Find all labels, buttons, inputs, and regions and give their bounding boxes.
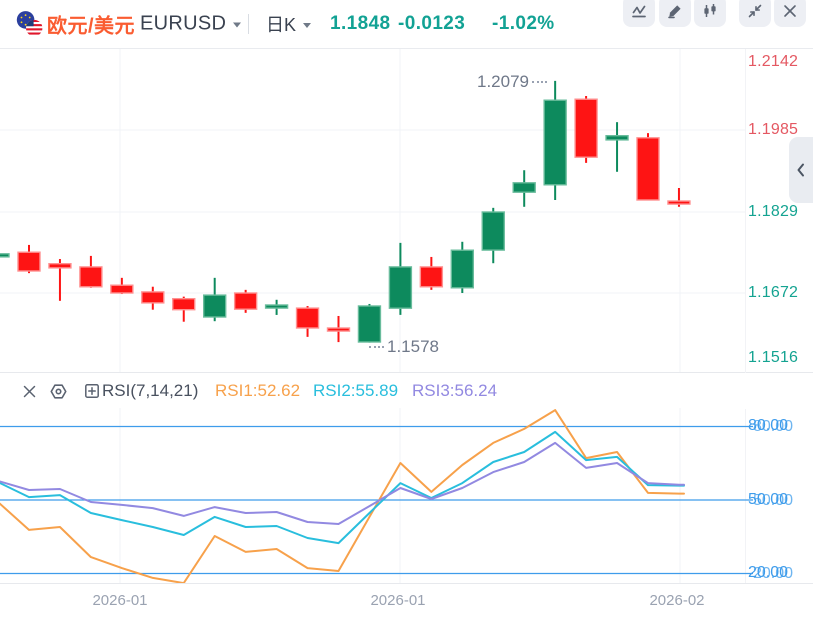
time-axis-label: 2026-01 <box>92 592 148 609</box>
rsi2-value: RSI2:55.89 <box>313 381 399 400</box>
indicator-title: RSI(7,14,21) <box>102 381 199 400</box>
price-axis-tick: 1.1672 <box>748 284 799 301</box>
time-axis-label: 2026-01 <box>370 592 426 609</box>
low-price-label: 1.1578 <box>387 337 439 356</box>
collapse-arrows-icon <box>748 4 762 18</box>
symbol-name-cn: 欧元/美元 <box>47 15 136 38</box>
divider <box>248 14 249 34</box>
high-price-annotation: 1.2079 <box>477 72 547 92</box>
line-chart-icon <box>632 5 646 18</box>
candlestick-style-button[interactable] <box>694 0 726 27</box>
draw-tools-button[interactable] <box>659 0 691 27</box>
rsi-indicator-header: RSI(7,14,21) RSI1:52.62 RSI2:55.89 RSI3:… <box>0 373 813 409</box>
rsi-level-tick: 20.00 <box>748 564 789 581</box>
currency-pair-flags-icon <box>15 10 45 39</box>
rsi-level-tick: 80.00 <box>748 417 789 434</box>
last-price: 1.1848 <box>330 13 391 34</box>
panel-collapse-tab[interactable] <box>789 137 813 203</box>
price-change: -0.0123 <box>398 13 466 34</box>
annotation-dotted-line <box>369 346 384 348</box>
interval-select-dropdown[interactable]: 日K <box>266 11 312 37</box>
interval-label: 日K <box>266 15 297 35</box>
close-icon <box>784 5 796 17</box>
rsi3-value: RSI3:56.24 <box>412 381 498 400</box>
remove-indicator-button[interactable] <box>19 381 39 401</box>
indicator-settings-button[interactable] <box>48 381 68 401</box>
price-axis-tick: 1.1516 <box>748 349 799 366</box>
price-axis-tick: 1.2142 <box>748 53 799 70</box>
time-axis-label: 2026-02 <box>649 592 705 609</box>
symbol-select-dropdown[interactable]: EURUSD <box>140 12 242 36</box>
time-axis[interactable]: 2026-01 2026-01 2026-02 <box>0 584 813 618</box>
axis-divider <box>745 48 746 583</box>
close-chart-button[interactable] <box>774 0 806 27</box>
price-change-percent: -1.02% <box>492 13 555 34</box>
annotation-dotted-line <box>532 81 547 83</box>
close-icon <box>23 385 35 397</box>
rsi1-value: RSI1:52.62 <box>215 381 301 400</box>
chart-topbar: 欧元/美元 EURUSD 日K 1.1848 -0.0123 -1.02% <box>0 0 813 49</box>
candlestick-chart[interactable] <box>0 48 813 372</box>
chevron-down-icon <box>233 22 242 28</box>
exit-fullscreen-button[interactable] <box>739 0 771 27</box>
chevron-left-icon <box>797 163 804 177</box>
rsi-level-tick: 50.00 <box>748 491 789 508</box>
add-indicator-button[interactable] <box>82 381 102 401</box>
pencil-icon <box>668 5 681 19</box>
candlestick-icon <box>704 4 716 17</box>
low-price-annotation: 1.1578 <box>369 337 439 357</box>
line-chart-style-button[interactable] <box>623 0 655 27</box>
symbol-ticker: EURUSD <box>140 12 227 35</box>
price-axis-tick: 1.1829 <box>748 203 799 220</box>
price-axis-tick: 1.1985 <box>748 121 799 138</box>
rsi-chart[interactable] <box>0 408 813 585</box>
high-price-label: 1.2079 <box>477 72 529 91</box>
plus-square-icon <box>85 384 99 398</box>
panel-divider <box>0 583 813 584</box>
panel-divider <box>0 372 813 373</box>
gear-icon <box>49 383 67 399</box>
chevron-down-icon <box>303 22 312 28</box>
